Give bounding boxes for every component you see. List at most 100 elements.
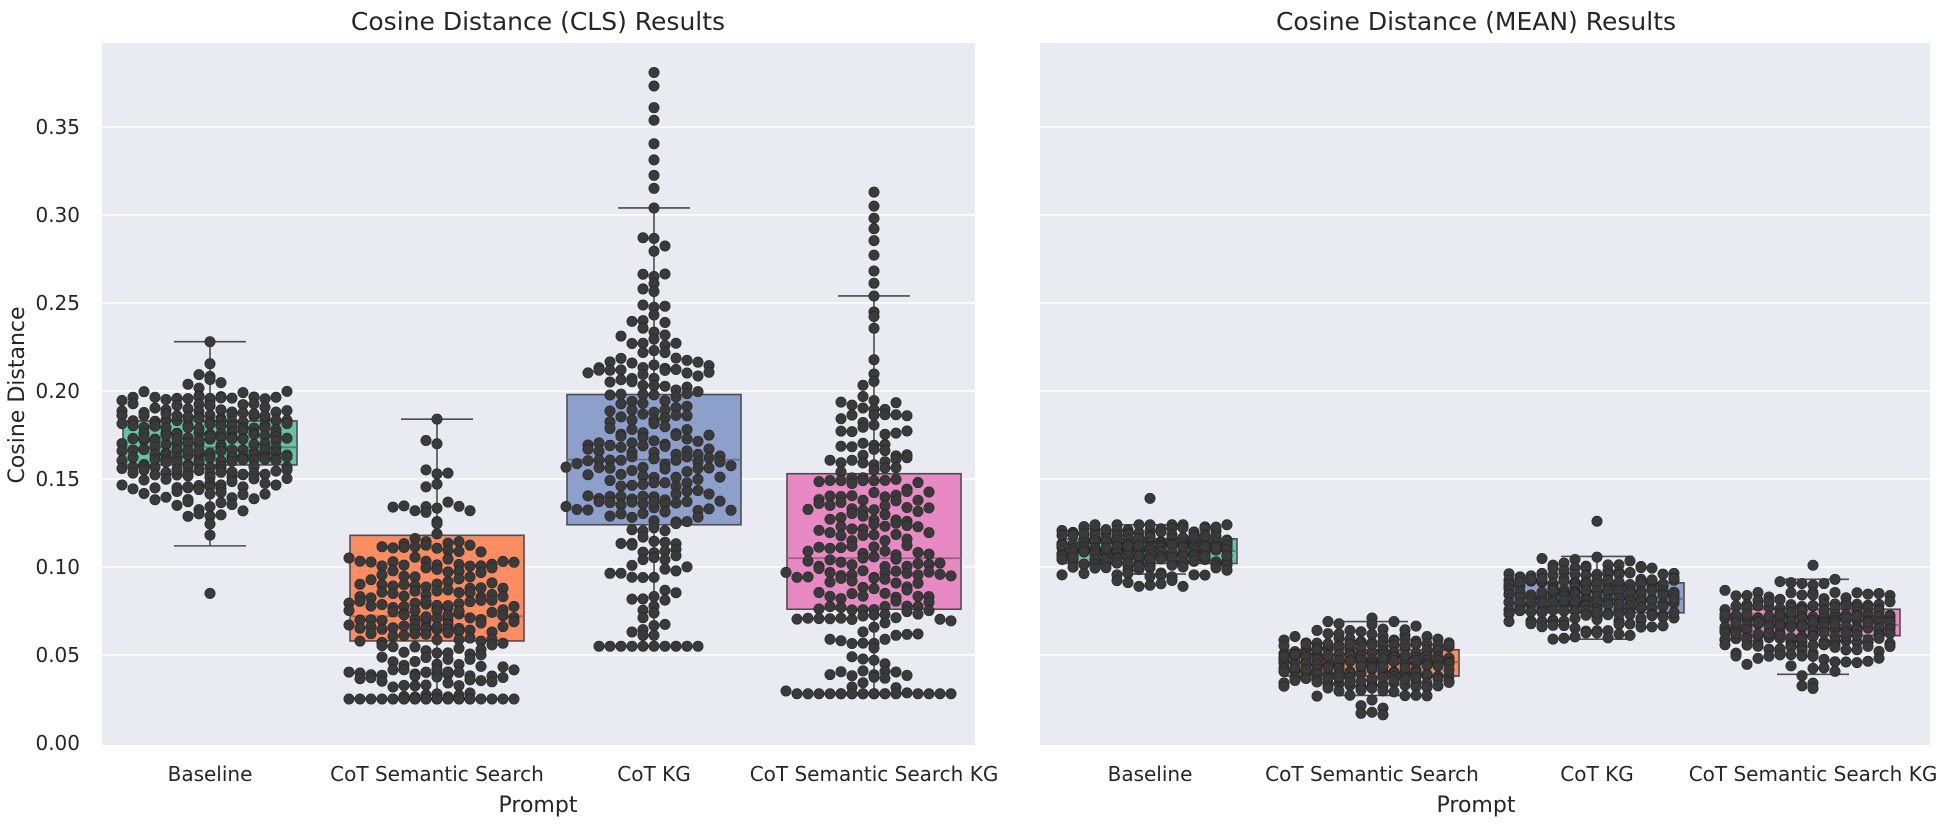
swarm-point — [442, 600, 454, 612]
swarm-point — [431, 621, 443, 633]
swarm-point — [204, 488, 216, 500]
swarm-point — [365, 628, 377, 640]
swarm-point — [637, 397, 649, 409]
swarm-point — [868, 551, 880, 563]
swarm-point — [1133, 539, 1145, 551]
swarm-point — [409, 541, 421, 553]
swarm-point — [387, 693, 399, 705]
right-x-axis-label: Prompt — [1437, 793, 1516, 818]
swarm-point — [1111, 575, 1123, 587]
swarm-point — [409, 605, 421, 617]
swarm-point — [486, 594, 498, 606]
swarm-point — [802, 571, 814, 583]
swarm-point — [879, 688, 891, 700]
swarm-point — [725, 460, 737, 472]
swarm-point — [193, 484, 205, 496]
left-x-tick-labels: Baseline CoT Semantic Search CoT KG CoT Sem… — [168, 762, 999, 786]
swarm-point — [868, 654, 880, 666]
swarm-point — [626, 437, 638, 449]
swarm-point — [508, 556, 520, 568]
swarm-point — [1741, 608, 1753, 620]
swarm-point — [890, 595, 902, 607]
swarm-point — [846, 604, 858, 616]
swarm-point — [248, 473, 260, 485]
swarm-point — [659, 316, 671, 328]
swarm-point — [824, 613, 836, 625]
swarm-point — [1785, 660, 1797, 672]
swarm-point — [1719, 608, 1731, 620]
swarm-point — [703, 366, 715, 378]
swarm-point — [160, 491, 172, 503]
swarm-point — [857, 510, 869, 522]
swarm-point — [868, 375, 880, 387]
swarm-point — [420, 464, 432, 476]
swarm-point — [703, 452, 715, 464]
swarm-point — [431, 542, 443, 554]
swarm-point — [1719, 584, 1731, 596]
swarm-point — [149, 482, 161, 494]
swarm-point — [1818, 627, 1830, 639]
swarm-point — [857, 637, 869, 649]
swarm-point — [637, 322, 649, 334]
swarm-point — [1355, 626, 1367, 638]
swarm-point — [127, 467, 139, 479]
swarm-point — [857, 379, 869, 391]
swarm-point — [648, 154, 660, 166]
swarm-point — [868, 609, 880, 621]
y-tick-label: 0.15 — [35, 467, 80, 491]
swarm-point — [615, 364, 627, 376]
swarm-point — [1796, 577, 1808, 589]
swarm-point — [1355, 684, 1367, 696]
swarm-point — [387, 630, 399, 642]
swarm-point — [431, 438, 443, 450]
swarm-point — [582, 469, 594, 481]
left-swarm-points — [116, 66, 957, 705]
swarm-point — [1884, 640, 1896, 652]
swarm-point — [945, 570, 957, 582]
right-x-tick-labels: Baseline CoT Semantic Search CoT KG CoT Sem… — [1108, 762, 1937, 786]
swarm-point — [615, 640, 627, 652]
swarm-point — [846, 613, 858, 625]
swarm-point — [1646, 621, 1658, 633]
swarm-point — [204, 501, 216, 513]
swarm-point — [1840, 644, 1852, 656]
swarm-point — [1796, 670, 1808, 682]
swarm-point — [1613, 608, 1625, 620]
swarm-point — [1547, 604, 1559, 616]
swarm-point — [1525, 618, 1537, 630]
swarm-point — [453, 500, 465, 512]
swarm-point — [387, 588, 399, 600]
swarm-point — [1613, 628, 1625, 640]
swarm-point — [1078, 567, 1090, 579]
swarm-point — [442, 566, 454, 578]
swarm-point — [846, 409, 858, 421]
swarm-point — [259, 488, 271, 500]
swarm-point — [1322, 672, 1334, 684]
swarm-point — [1133, 550, 1145, 562]
swarm-point — [901, 410, 913, 422]
swarm-point — [648, 435, 660, 447]
swarm-point — [464, 653, 476, 665]
swarm-point — [846, 670, 858, 682]
swarm-point — [1322, 638, 1334, 650]
swarm-point — [182, 496, 194, 508]
swarm-point — [857, 665, 869, 677]
swarm-point — [846, 688, 858, 700]
swarm-point — [1525, 606, 1537, 618]
swarm-point — [1067, 551, 1079, 563]
swarm-point — [824, 454, 836, 466]
swarm-point — [1344, 689, 1356, 701]
swarm-point — [160, 473, 172, 485]
swarm-point — [857, 530, 869, 542]
swarm-point — [160, 429, 172, 441]
swarm-point — [1730, 600, 1742, 612]
swarm-point — [1210, 542, 1222, 554]
swarm-point — [637, 479, 649, 491]
swarm-point — [802, 688, 814, 700]
swarm-point — [193, 413, 205, 425]
swarm-point — [420, 562, 432, 574]
swarm-point — [901, 519, 913, 531]
swarm-point — [791, 613, 803, 625]
swarm-point — [868, 212, 880, 224]
